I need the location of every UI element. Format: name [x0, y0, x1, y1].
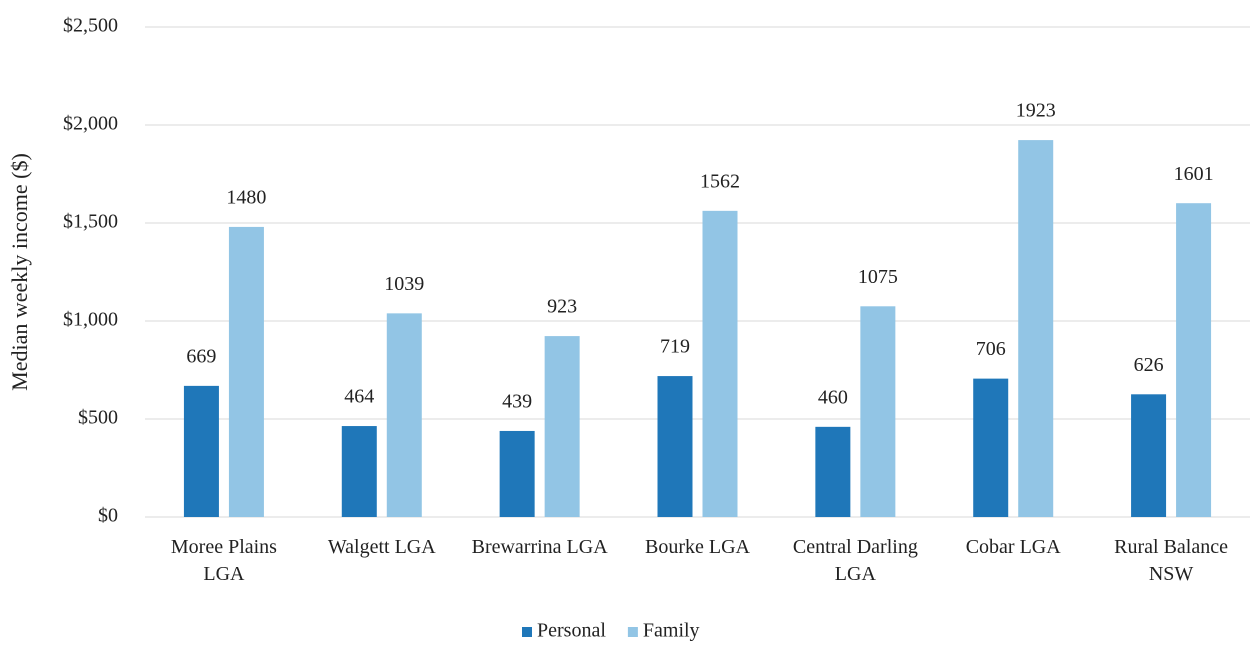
data-label: 706: [976, 338, 1006, 360]
y-tick-label: $1,000: [63, 309, 118, 331]
bar: [1018, 140, 1054, 518]
bar: [544, 336, 580, 517]
x-tick-label: Brewarrina LGA: [471, 536, 608, 558]
legend-swatch: [522, 627, 532, 637]
y-tick-label: $0: [98, 505, 118, 527]
bar: [973, 378, 1009, 517]
data-label: 460: [818, 386, 848, 408]
x-tick-label: Cobar LGA: [965, 536, 1061, 558]
data-label: 719: [660, 336, 690, 358]
data-label: 1562: [700, 170, 740, 192]
data-label: 1601: [1174, 163, 1214, 185]
bar: [228, 226, 264, 518]
data-label: 626: [1134, 354, 1164, 376]
bar: [499, 430, 535, 517]
legend-label: Personal: [537, 620, 606, 642]
bar: [815, 426, 851, 517]
x-tick-label: Central Darling LGA: [792, 536, 918, 585]
bar: [386, 313, 422, 517]
bar: [702, 210, 738, 517]
data-label: 669: [186, 345, 216, 367]
x-tick-label: Moree Plains LGA: [170, 536, 277, 585]
legend-label: Family: [643, 620, 700, 642]
x-tick-label: Walgett LGA: [327, 536, 436, 558]
data-label: 1480: [226, 187, 266, 209]
y-tick-label: $2,000: [63, 113, 118, 135]
bar: [1176, 203, 1212, 518]
bar: [183, 385, 219, 517]
bar: [860, 306, 896, 517]
data-label: 923: [547, 296, 577, 318]
data-label: 1923: [1016, 100, 1056, 122]
y-tick-label: $500: [78, 407, 118, 429]
x-tick-label: Rural Balance NSW: [1114, 536, 1228, 585]
y-tick-label: $1,500: [63, 211, 118, 233]
data-label: 1039: [384, 273, 424, 295]
bar: [657, 376, 693, 517]
y-axis-label: Median weekly income ($): [7, 153, 32, 391]
x-tick-label: Bourke LGA: [645, 536, 750, 558]
bar: [1131, 394, 1167, 517]
data-label: 464: [344, 386, 374, 408]
legend-swatch: [627, 627, 638, 637]
data-label: 439: [502, 391, 532, 413]
data-label: 1075: [858, 266, 898, 288]
bar: [341, 426, 377, 517]
y-tick-label: $2,500: [63, 15, 118, 37]
